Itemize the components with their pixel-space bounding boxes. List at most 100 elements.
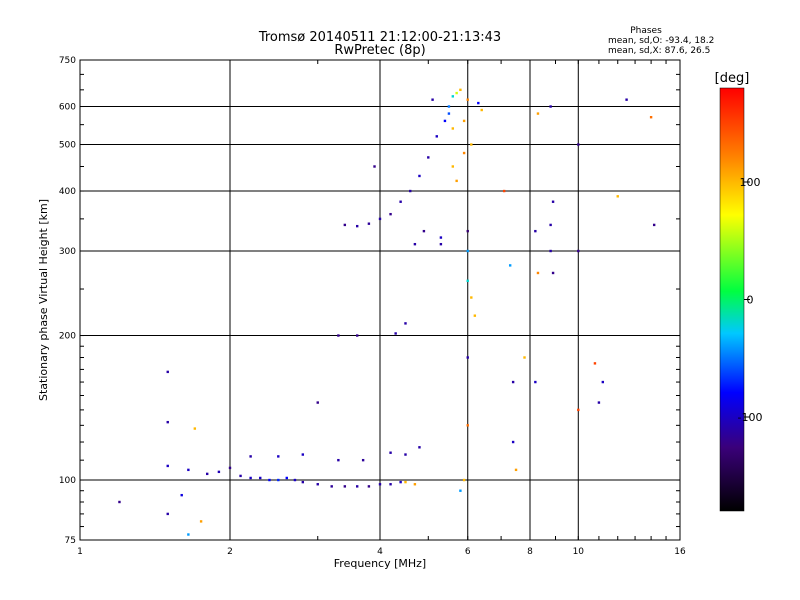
y-axis: 75 100 200 300 400 500 600 750	[59, 56, 680, 546]
data-point	[534, 229, 537, 233]
data-point	[466, 98, 469, 101]
data-point	[193, 427, 197, 430]
data-point	[601, 380, 605, 384]
data-point	[367, 485, 371, 488]
data-point	[508, 264, 512, 267]
data-point	[239, 474, 242, 478]
x-tick-label: 8	[527, 547, 533, 557]
data-point	[473, 314, 477, 317]
data-point	[477, 101, 480, 105]
data-point	[413, 483, 417, 486]
y-axis-label: Stationary phase Virtual Height [km]	[37, 199, 50, 401]
data-point	[551, 271, 555, 275]
data-point	[418, 446, 421, 449]
data-point	[616, 195, 619, 198]
data-point	[577, 408, 580, 412]
y-tick-label: 500	[59, 141, 76, 151]
data-points	[118, 88, 656, 536]
x-tick-label: 2	[227, 547, 233, 557]
data-point	[502, 189, 506, 193]
data-point	[285, 476, 288, 480]
data-point	[355, 334, 359, 337]
data-point	[422, 229, 426, 233]
data-point	[577, 143, 580, 146]
data-point	[466, 356, 469, 359]
data-point	[277, 455, 280, 458]
data-point	[427, 156, 430, 159]
data-point	[549, 105, 552, 108]
colorbar-ticks: 100 0 -100	[738, 176, 763, 424]
data-point	[511, 440, 515, 444]
y-tick-label: 300	[59, 247, 76, 257]
data-point	[249, 455, 252, 458]
data-point	[199, 520, 203, 523]
x-tick-label: 10	[573, 547, 585, 557]
data-point	[480, 108, 483, 112]
data-point	[466, 249, 469, 253]
data-point	[514, 468, 518, 472]
data-point	[551, 200, 555, 203]
x-tick-label: 6	[465, 547, 471, 557]
data-point	[180, 493, 183, 497]
y-tick-label: 75	[65, 536, 76, 546]
data-point	[205, 472, 209, 476]
data-point	[187, 468, 190, 472]
colorbar-tick-label: 0	[747, 294, 754, 307]
y-tick-label: 100	[59, 476, 76, 486]
data-point	[367, 222, 371, 225]
data-point	[462, 151, 466, 155]
data-point	[337, 334, 340, 337]
data-point	[649, 116, 653, 119]
colorbar-label: [deg]	[715, 71, 750, 86]
data-point	[451, 95, 455, 98]
data-point	[277, 478, 280, 482]
data-point	[451, 127, 455, 130]
data-point	[418, 174, 421, 178]
data-point	[343, 485, 347, 488]
data-point	[462, 478, 466, 482]
chart-title: Tromsø 20140511 21:12:00-21:13:43	[258, 30, 501, 45]
data-point	[316, 401, 319, 404]
data-point	[301, 480, 305, 484]
data-point	[316, 483, 319, 486]
data-point	[355, 485, 359, 488]
data-point	[534, 380, 537, 384]
data-point	[466, 424, 469, 427]
x-axis-label: Frequency [MHz]	[334, 557, 426, 570]
data-point	[439, 236, 443, 239]
colorbar	[719, 87, 745, 512]
data-point	[549, 249, 552, 253]
data-point	[268, 478, 271, 482]
data-point	[470, 143, 473, 146]
stats-line-o: mean, sd,O: -93.4, 18.2	[608, 36, 714, 46]
data-point	[389, 483, 392, 486]
stats-heading: Phases	[630, 26, 662, 36]
data-point	[451, 165, 455, 168]
y-tick-label: 200	[59, 332, 76, 342]
data-point	[593, 362, 597, 365]
data-point	[249, 476, 252, 480]
data-point	[523, 356, 526, 359]
colorbar-tick-label: 100	[740, 176, 761, 189]
x-tick-label: 16	[674, 547, 686, 557]
data-point	[187, 533, 190, 536]
data-point	[399, 200, 402, 203]
data-point	[330, 485, 333, 488]
data-point	[389, 212, 392, 216]
y-tick-label: 400	[59, 187, 76, 197]
x-axis: 1 2 4 6 8 10 16	[77, 60, 686, 557]
data-point	[166, 512, 169, 516]
colorbar-tick-label: -100	[738, 411, 763, 424]
data-point	[459, 88, 462, 92]
data-point	[443, 119, 447, 123]
data-point	[413, 242, 417, 246]
x-tick-label: 1	[77, 547, 83, 557]
data-point	[389, 451, 392, 454]
data-point	[373, 165, 376, 168]
data-point	[355, 224, 359, 228]
data-point	[435, 135, 438, 138]
data-point	[549, 223, 552, 227]
data-point	[466, 229, 469, 233]
y-tick-label: 600	[59, 103, 76, 113]
data-point	[301, 453, 305, 456]
